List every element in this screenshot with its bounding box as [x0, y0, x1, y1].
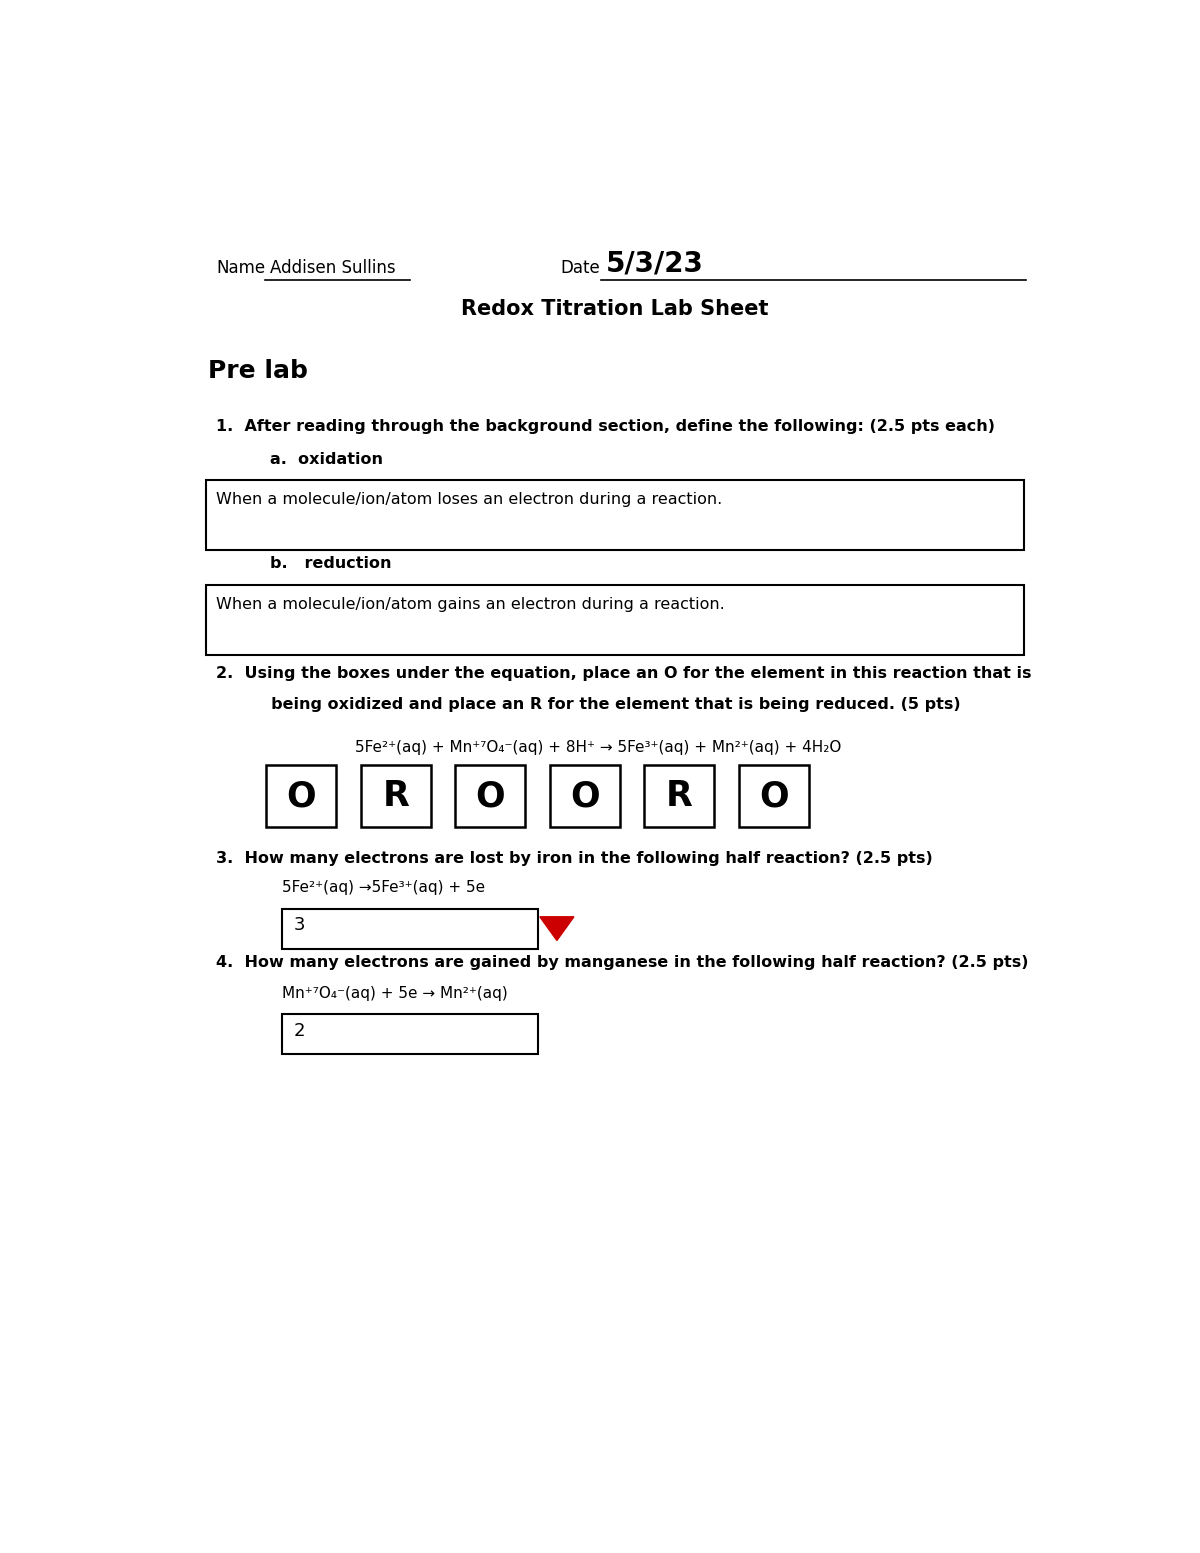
Text: 1.  After reading through the background section, define the following: (2.5 pts: 1. After reading through the background …	[216, 419, 995, 435]
Text: 5/3/23: 5/3/23	[606, 248, 703, 278]
Text: O: O	[287, 780, 316, 814]
Text: 2.  Using the boxes under the equation, place an O for the element in this react: 2. Using the boxes under the equation, p…	[216, 666, 1031, 680]
Text: 3: 3	[293, 916, 305, 935]
Text: 2: 2	[293, 1022, 305, 1041]
Bar	[282, 909, 538, 949]
Text: being oxidized and place an R for the element that is being reduced. (5 pts): being oxidized and place an R for the el…	[242, 696, 961, 711]
Text: Mn⁺⁷O₄⁻(aq) + 5e → Mn²⁺(aq): Mn⁺⁷O₄⁻(aq) + 5e → Mn²⁺(aq)	[282, 986, 508, 1002]
Bar	[550, 766, 619, 828]
Text: When a molecule/ion/atom loses an electron during a reaction.: When a molecule/ion/atom loses an electr…	[216, 492, 722, 506]
Bar	[361, 766, 431, 828]
Text: R: R	[666, 780, 692, 814]
Text: a.  oxidation: a. oxidation	[270, 452, 383, 467]
Bar	[455, 766, 526, 828]
Text: 3.  How many electrons are lost by iron in the following half reaction? (2.5 pts: 3. How many electrons are lost by iron i…	[216, 851, 932, 865]
Text: O: O	[475, 780, 505, 814]
Text: When a molecule/ion/atom gains an electron during a reaction.: When a molecule/ion/atom gains an electr…	[216, 596, 725, 612]
Text: Name: Name	[216, 259, 265, 278]
Text: Redox Titration Lab Sheet: Redox Titration Lab Sheet	[461, 298, 769, 318]
Text: 5Fe²⁺(aq) →5Fe³⁺(aq) + 5e: 5Fe²⁺(aq) →5Fe³⁺(aq) + 5e	[282, 879, 485, 895]
Text: O: O	[760, 780, 788, 814]
Bar	[282, 1014, 538, 1054]
Text: Addisen Sullins: Addisen Sullins	[270, 259, 396, 278]
Text: O: O	[570, 780, 600, 814]
Text: b.   reduction: b. reduction	[270, 556, 391, 572]
Text: R: R	[383, 780, 409, 814]
Bar	[739, 766, 809, 828]
Text: 4.  How many electrons are gained by manganese in the following half reaction? (: 4. How many electrons are gained by mang…	[216, 955, 1028, 971]
Bar	[266, 766, 336, 828]
Bar	[644, 766, 714, 828]
Polygon shape	[540, 916, 574, 941]
Text: Date: Date	[560, 259, 600, 278]
Bar	[206, 480, 1025, 550]
Bar	[206, 585, 1025, 654]
Text: Pre lab: Pre lab	[208, 359, 308, 382]
Text: 5Fe²⁺(aq) + Mn⁺⁷O₄⁻(aq) + 8H⁺ → 5Fe³⁺(aq) + Mn²⁺(aq) + 4H₂O: 5Fe²⁺(aq) + Mn⁺⁷O₄⁻(aq) + 8H⁺ → 5Fe³⁺(aq…	[355, 739, 841, 755]
